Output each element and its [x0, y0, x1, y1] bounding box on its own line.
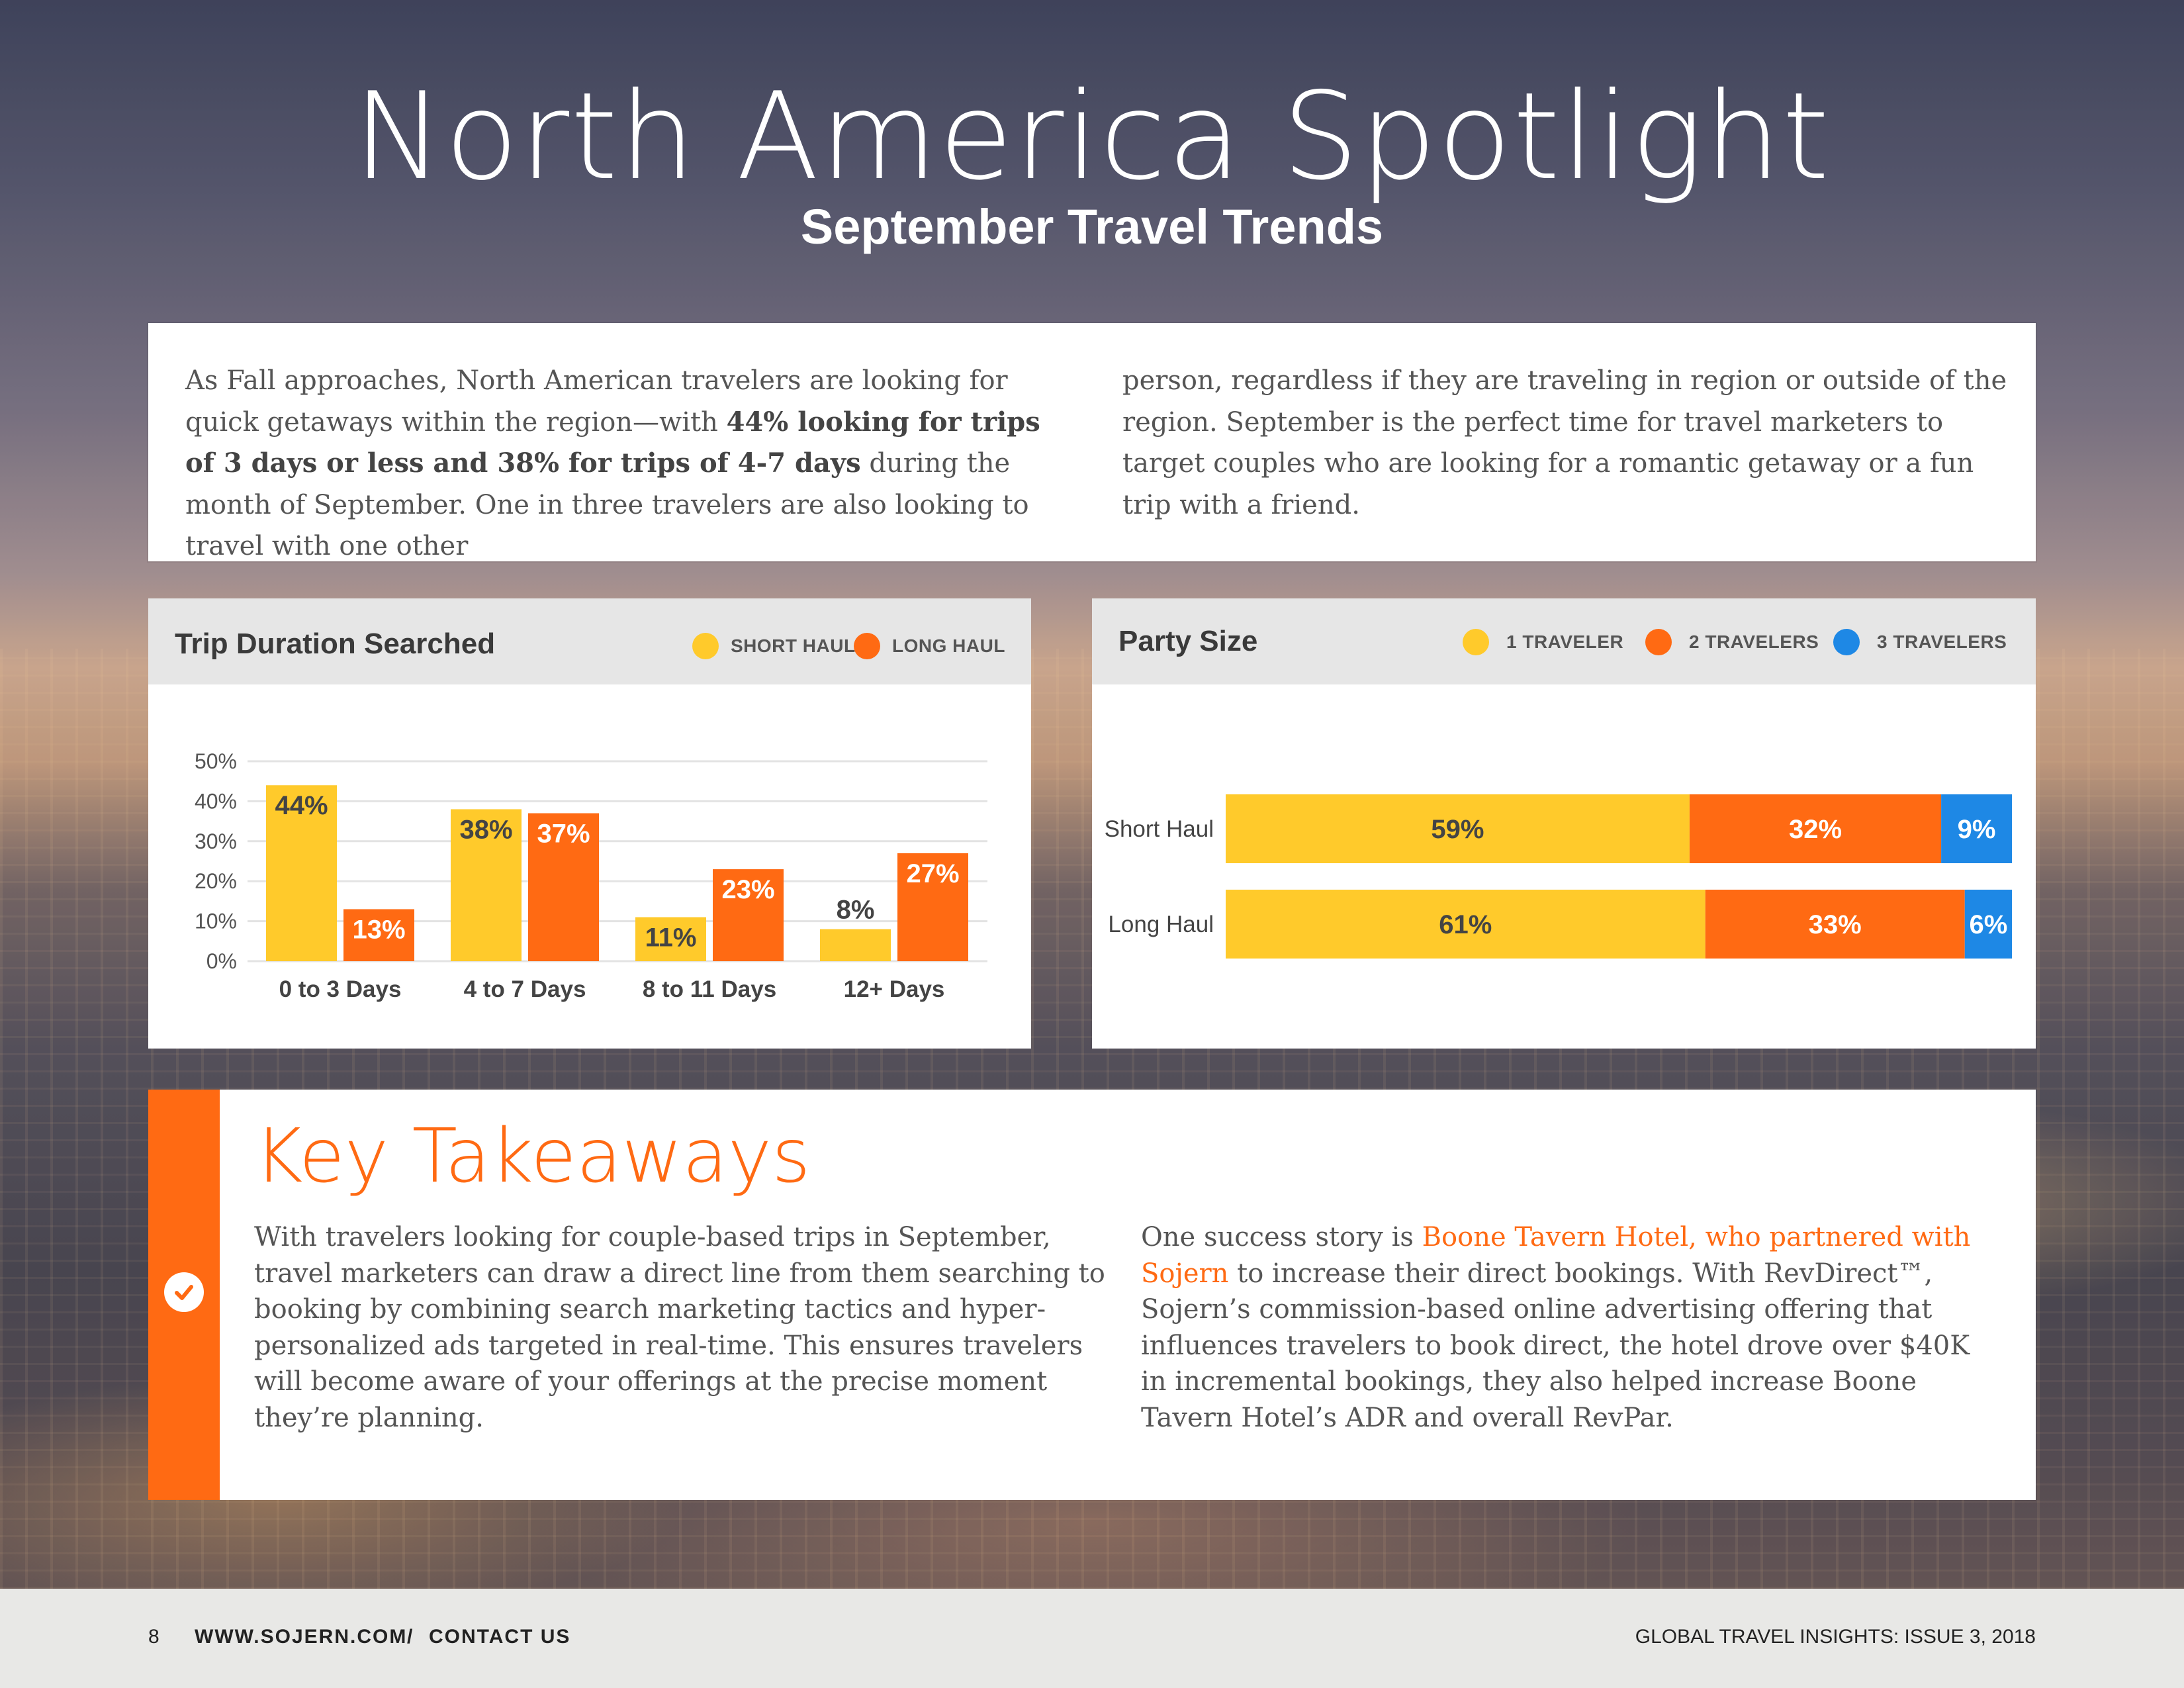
- bar-value-label: 13%: [352, 915, 405, 944]
- party-size-card: Party Size 1 TRAVELER 2 TRAVELERS 3 TRAV…: [1092, 598, 2036, 1049]
- page-title: North America Spotlight: [353, 66, 1831, 207]
- three-travelers-dot-icon: [1833, 629, 1860, 655]
- segment-1-traveler: [1226, 890, 1706, 959]
- segment-3-travelers: [1964, 890, 2012, 959]
- bar-value-label: 38%: [459, 815, 512, 844]
- boone-tavern-link[interactable]: Boone Tavern Hotel, who partnered with S…: [1141, 1222, 1971, 1289]
- party-size-header: Party Size 1 TRAVELER 2 TRAVELERS 3 TRAV…: [1092, 598, 2036, 684]
- intro-left-text-1: As Fall approaches, North American trave…: [185, 365, 1008, 438]
- intro-left-column: As Fall approaches, North American trave…: [185, 360, 1066, 567]
- takeaways-title: Key Takeaways: [254, 1113, 811, 1199]
- legend-short-haul-label: SHORT HAUL: [731, 635, 856, 656]
- takeaways-right-column: One success story is Boone Tavern Hotel,…: [1141, 1219, 2001, 1436]
- segment-value-label: 61%: [1439, 910, 1492, 939]
- y-tick-label: 10%: [195, 910, 237, 933]
- bar-long-haul: [897, 853, 968, 961]
- y-tick-label: 40%: [195, 789, 237, 813]
- legend-1-traveler-label: 1 TRAVELER: [1506, 632, 1624, 652]
- contact-us-link[interactable]: CONTACT US: [429, 1626, 571, 1648]
- legend-1-traveler: 1 TRAVELER: [1463, 629, 1623, 655]
- short-haul-dot-icon: [692, 633, 719, 659]
- bar-long-haul: [528, 813, 599, 961]
- intro-panel: As Fall approaches, North American trave…: [148, 323, 2036, 561]
- bar-value-label: 8%: [837, 896, 875, 925]
- y-tick-label: 30%: [195, 829, 237, 853]
- segment-value-label: 33%: [1809, 910, 1862, 939]
- website-link[interactable]: WWW.SOJERN.COM: [195, 1626, 408, 1648]
- legend-3-travelers-label: 3 TRAVELERS: [1877, 632, 2007, 652]
- segment-value-label: 9%: [1958, 815, 1996, 844]
- bar-value-label: 23%: [721, 875, 774, 904]
- segment-1-traveler: [1226, 794, 1690, 863]
- x-category-label: 4 to 7 Days: [464, 976, 586, 1002]
- party-size-title: Party Size: [1118, 625, 1258, 657]
- two-travelers-dot-icon: [1645, 629, 1672, 655]
- legend-3-travelers: 3 TRAVELERS: [1833, 629, 2007, 655]
- long-haul-dot-icon: [854, 633, 880, 659]
- trip-duration-title: Trip Duration Searched: [175, 628, 496, 660]
- legend-short-haul: SHORT HAUL: [692, 633, 856, 659]
- segment-value-label: 6%: [1969, 910, 2007, 939]
- legend-long-haul: LONG HAUL: [854, 633, 1005, 659]
- trip-duration-card: Trip Duration Searched SHORT HAUL LONG H…: [148, 598, 1031, 1049]
- footer: 8 WWW.SOJERN.COM / CONTACT US GLOBAL TRA…: [0, 1589, 2184, 1688]
- segment-value-label: 32%: [1789, 815, 1842, 844]
- bar-short-haul: [266, 785, 337, 961]
- legend-long-haul-label: LONG HAUL: [892, 635, 1005, 656]
- bar-short-haul: [820, 929, 891, 961]
- bar-value-label: 37%: [537, 820, 590, 849]
- x-category-label: 8 to 11 Days: [643, 976, 776, 1002]
- legend-2-travelers: 2 TRAVELERS: [1645, 629, 1819, 655]
- segment-2-travelers: [1705, 890, 1965, 959]
- legend-2-travelers-label: 2 TRAVELERS: [1689, 632, 1819, 652]
- row-category-label: Short Haul: [1105, 816, 1214, 842]
- bar-value-label: 44%: [275, 791, 328, 820]
- bar-value-label: 27%: [906, 859, 959, 888]
- page-subtitle: September Travel Trends: [800, 199, 1384, 254]
- row-category-label: Long Haul: [1108, 912, 1214, 937]
- intro-right-column: person, regardless if they are traveling…: [1122, 365, 2007, 520]
- takeaways-accent-strip: [148, 1090, 220, 1500]
- takeaways-right-text-2: to increase their direct bookings. With …: [1141, 1258, 1970, 1433]
- segment-value-label: 59%: [1431, 815, 1484, 844]
- y-tick-label: 50%: [195, 749, 237, 773]
- y-tick-label: 20%: [195, 869, 237, 893]
- one-traveler-dot-icon: [1463, 629, 1489, 655]
- checkmark-icon: [164, 1272, 204, 1312]
- trip-duration-header: Trip Duration Searched SHORT HAUL LONG H…: [148, 598, 1031, 684]
- takeaways-left-column: With travelers looking for couple-based …: [254, 1222, 1105, 1433]
- y-tick-label: 0%: [206, 949, 237, 973]
- x-category-label: 0 to 3 Days: [279, 976, 402, 1002]
- page-number: 8: [148, 1626, 159, 1648]
- segment-2-travelers: [1689, 794, 1942, 863]
- bar-value-label: 11%: [645, 923, 697, 953]
- bar-short-haul: [635, 917, 706, 961]
- issue-label: GLOBAL TRAVEL INSIGHTS: ISSUE 3, 2018: [1635, 1626, 2036, 1648]
- bar-short-haul: [451, 809, 522, 961]
- key-takeaways-panel: Key Takeaways With travelers looking for…: [148, 1090, 2036, 1500]
- footer-separator: /: [407, 1626, 414, 1648]
- intro-left-bold: 44% looking for trips of 3 days or less …: [185, 406, 1040, 479]
- bar-long-haul: [713, 869, 784, 961]
- bar-long-haul: [343, 909, 414, 961]
- trip-duration-chart: 0% 10% 20% 30% 40% 50% 44% 13% 0 to 3 Days 38% 37%…: [195, 749, 987, 1002]
- intro-left-text-2: during the month of September. One in th…: [185, 448, 1029, 561]
- party-size-chart: Short Haul 59% 32% 9% Long Haul 61% 33% 6%: [1105, 794, 2012, 959]
- segment-3-travelers: [1941, 794, 2012, 863]
- x-category-label: 12+ Days: [844, 976, 945, 1002]
- takeaways-right-text-1: One success story is: [1141, 1222, 1422, 1252]
